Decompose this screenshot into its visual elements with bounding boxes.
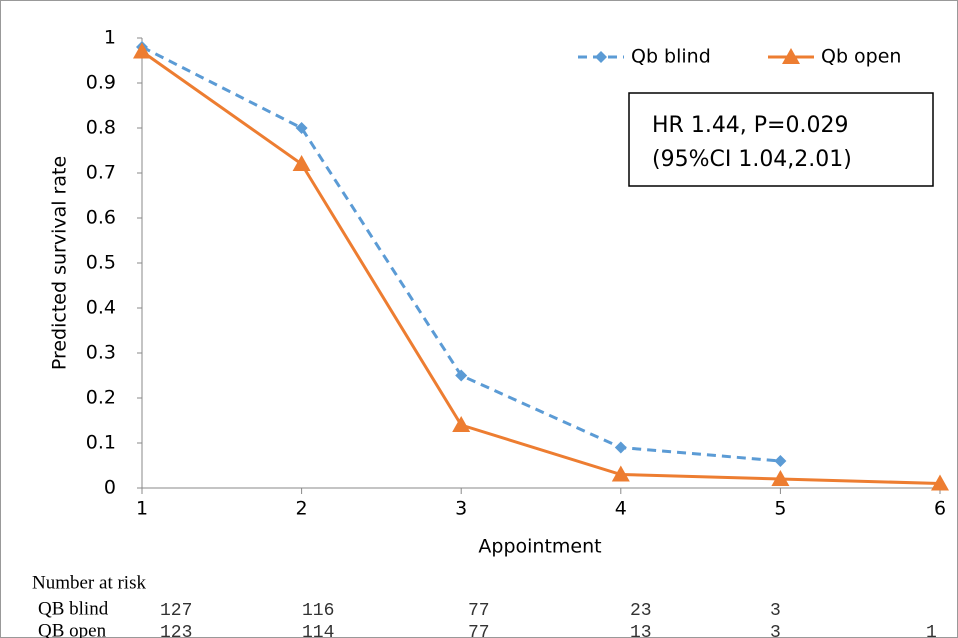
x-tick-label: 5 xyxy=(774,498,786,520)
series-line xyxy=(141,50,941,485)
risk-row-name: QB blind xyxy=(38,598,109,619)
x-tick-label: 1 xyxy=(136,498,148,520)
y-axis-label: Predicted survival rate xyxy=(49,156,71,370)
y-tick-label: 0.2 xyxy=(86,387,116,409)
y-tick-label: 0.5 xyxy=(86,252,116,274)
point xyxy=(614,441,627,454)
annotation-box xyxy=(628,92,934,187)
risk-count: 123 xyxy=(160,623,192,638)
risk-count: 13 xyxy=(630,623,652,638)
x-tick-label: 4 xyxy=(615,498,627,520)
point xyxy=(611,465,630,482)
legend-label: Qb open xyxy=(821,46,901,68)
x-axis-label: Appointment xyxy=(478,536,601,558)
y-tick-label: 0.3 xyxy=(86,342,116,364)
x-tick-label: 2 xyxy=(296,498,308,520)
point xyxy=(931,474,949,491)
risk-count: 77 xyxy=(468,623,490,638)
point xyxy=(295,122,308,134)
point xyxy=(774,455,787,467)
risk-count: 23 xyxy=(630,601,652,621)
point xyxy=(452,416,471,432)
annotation-line: HR 1.44, P=0.029 xyxy=(652,113,848,138)
x-tick-label: 6 xyxy=(934,498,946,520)
risk-count: 77 xyxy=(468,601,490,621)
point xyxy=(455,369,468,382)
y-tick-label: 1 xyxy=(104,27,116,49)
x-tick-label: 3 xyxy=(455,498,467,520)
risk-count: 127 xyxy=(160,601,192,621)
y-tick-label: 0.4 xyxy=(86,297,116,319)
y-tick-label: 0.1 xyxy=(86,432,116,454)
risk-count: 3 xyxy=(770,601,781,621)
risk-count: 116 xyxy=(302,601,334,621)
point xyxy=(292,155,311,171)
risk-table-title: Number at risk xyxy=(32,572,146,593)
legend-label: Qb blind xyxy=(631,46,711,68)
y-tick-label: 0.7 xyxy=(86,162,116,184)
risk-row-name: QB open xyxy=(38,620,107,638)
risk-count: 114 xyxy=(302,623,334,638)
annotation-line: (95%CI 1.04,2.01) xyxy=(652,147,852,172)
point xyxy=(133,42,151,59)
point xyxy=(771,470,790,486)
y-tick-label: 0.6 xyxy=(86,207,116,229)
risk-count: 3 xyxy=(770,623,781,638)
point xyxy=(595,51,607,63)
risk-count: 1 xyxy=(926,623,937,638)
y-tick-label: 0.8 xyxy=(86,117,116,139)
y-tick-label: 0.9 xyxy=(86,72,116,94)
y-tick-label: 0 xyxy=(104,477,116,499)
point xyxy=(782,48,800,64)
